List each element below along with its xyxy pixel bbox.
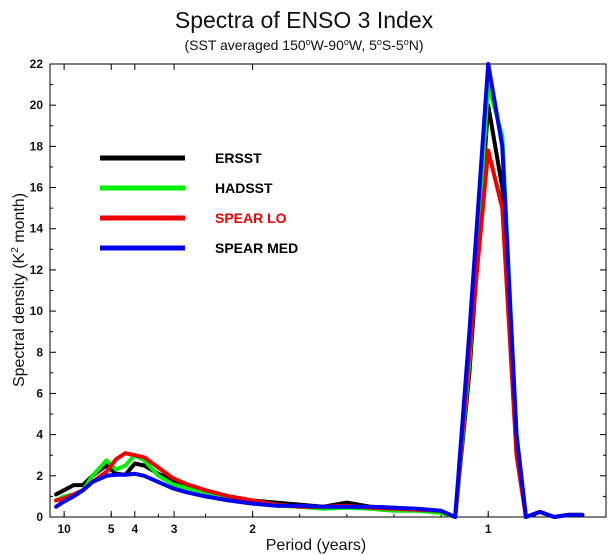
y-tick-label: 0 xyxy=(36,510,43,524)
series-line-spear-med xyxy=(54,62,585,519)
y-axis: 0 2 4 6 8 10 12 14 16 18 20 22 xyxy=(30,57,606,524)
y-tick-label: 14 xyxy=(30,222,44,236)
chart-subtitle: (SST averaged 150oW-90oW, 5oS-5oN) xyxy=(184,37,423,53)
x-axis-label: Period (years) xyxy=(266,537,366,554)
plot-border xyxy=(49,63,607,518)
y-tick-label: 12 xyxy=(30,263,44,277)
x-tick-label: 1 xyxy=(485,522,492,536)
x-tick-label: 10 xyxy=(57,522,71,536)
plot-frame xyxy=(49,63,607,518)
x-tick-label: 5 xyxy=(108,522,115,536)
y-tick-label: 10 xyxy=(30,304,44,318)
x-tick-label: 2 xyxy=(249,522,256,536)
legend: ERSST HADSST SPEAR LO SPEAR MED xyxy=(100,150,298,256)
y-tick-label: 8 xyxy=(36,345,43,359)
legend-label: HADSST xyxy=(215,180,273,196)
y-tick-label: 18 xyxy=(30,139,44,153)
series-lines xyxy=(54,62,585,519)
x-tick-label: 3 xyxy=(171,522,178,536)
y-tick-label: 16 xyxy=(30,181,44,195)
y-tick-label: 6 xyxy=(36,386,43,400)
y-tick-label: 22 xyxy=(30,57,44,71)
y-tick-label: 4 xyxy=(36,428,43,442)
chart-title: Spectra of ENSO 3 Index xyxy=(175,7,434,33)
legend-label: SPEAR LO xyxy=(215,210,287,226)
y-axis-label: Spectral density (K2 month) xyxy=(10,193,28,387)
y-tick-label: 2 xyxy=(36,469,43,483)
legend-label: SPEAR MED xyxy=(215,240,298,256)
x-tick-label: 4 xyxy=(131,522,138,536)
legend-label: ERSST xyxy=(215,150,262,166)
y-tick-label: 20 xyxy=(30,98,44,112)
